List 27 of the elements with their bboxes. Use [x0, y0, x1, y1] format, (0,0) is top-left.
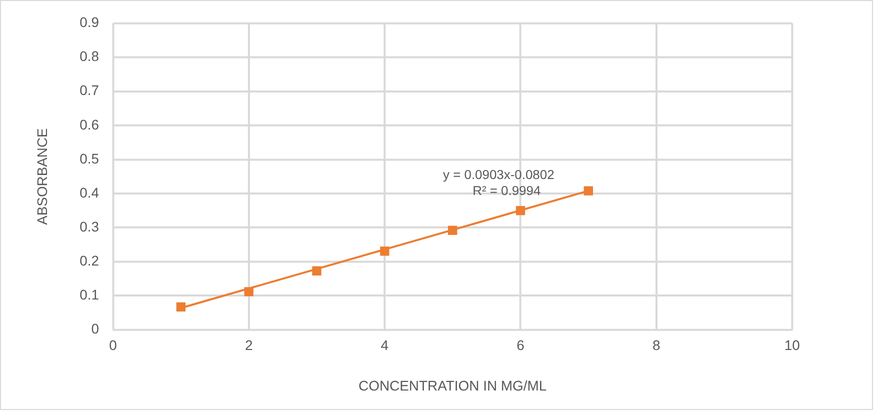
point — [176, 302, 186, 312]
x-tick-label: 6 — [516, 336, 525, 353]
point — [380, 246, 390, 256]
y-tick-label: 0.9 — [80, 14, 100, 30]
y-tick-label: 0.4 — [80, 184, 100, 200]
y-tick-label: 0 — [91, 320, 100, 337]
point — [312, 266, 322, 276]
x-tick-label: 2 — [244, 336, 253, 353]
point — [516, 206, 526, 216]
x-tick-label: 4 — [380, 336, 389, 353]
y-axis-title: ABSORBANCE — [34, 128, 50, 225]
x-axis-title: CONCENTRATION IN MG/ML — [358, 378, 547, 394]
y-tick-label: 0.8 — [80, 48, 100, 64]
y-tick-label: 0.2 — [80, 252, 100, 269]
y-tick-label: 0.5 — [80, 150, 100, 166]
x-tick-label: 10 — [784, 336, 800, 353]
y-tick-label: 0.1 — [80, 286, 100, 303]
y-tick-label: 0.3 — [80, 218, 100, 234]
annotation: R² = 0.9994 — [472, 182, 541, 198]
annotation: y = 0.0903x-0.0802 — [442, 166, 554, 182]
y-tick-label: 0.6 — [80, 116, 100, 132]
point — [448, 226, 458, 235]
x-tick-label: 8 — [652, 336, 660, 353]
x-tick-label: 0 — [109, 336, 118, 353]
y-tick-label: 0.7 — [80, 82, 100, 98]
point — [244, 287, 254, 296]
point — [584, 186, 594, 196]
